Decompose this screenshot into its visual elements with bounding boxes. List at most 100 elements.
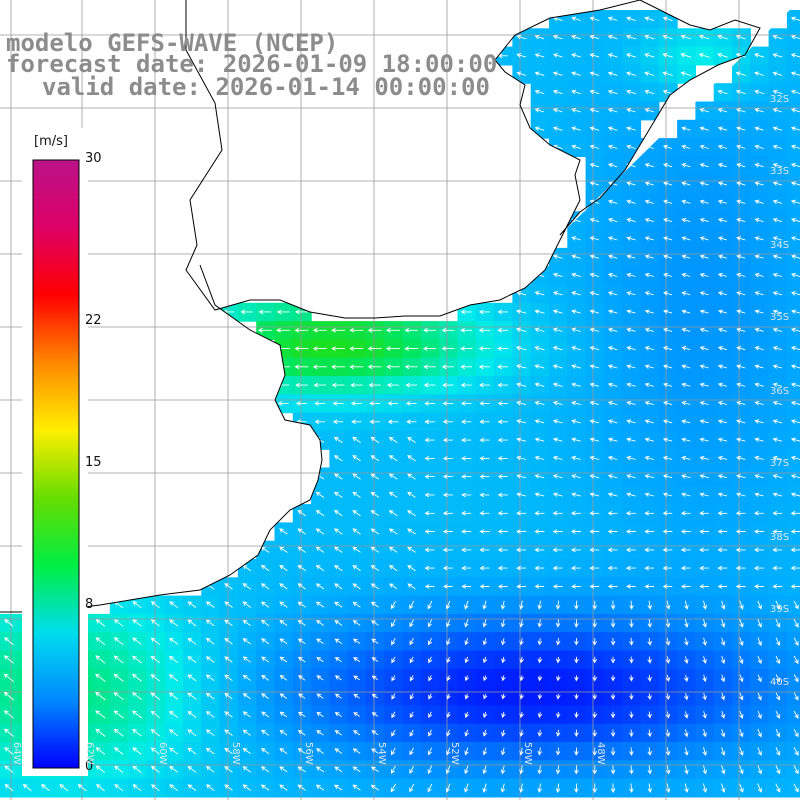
wind-arrow — [445, 783, 451, 793]
wind-arrow — [790, 364, 800, 369]
wind-arrow — [662, 71, 673, 76]
latitude-label: 34S — [770, 240, 790, 251]
wind-arrow — [150, 765, 160, 773]
wind-arrow — [516, 492, 527, 497]
wind-arrow — [479, 565, 490, 571]
wind-arrow — [607, 400, 618, 406]
wind-arrow — [352, 583, 361, 590]
wind-arrow — [390, 600, 396, 610]
wind-arrow — [424, 437, 435, 443]
wind-arrow — [390, 765, 396, 774]
wind-arrow — [479, 437, 490, 443]
wind-arrow — [391, 711, 396, 719]
wind-arrow — [589, 345, 600, 351]
wind-arrow — [610, 693, 616, 700]
wind-arrow — [684, 765, 689, 775]
wind-arrow — [607, 163, 618, 168]
wind-arrow — [242, 601, 252, 608]
wind-arrow — [332, 401, 344, 406]
wind-arrow — [571, 144, 581, 150]
wind-arrow — [519, 600, 524, 610]
wind-arrow — [205, 766, 215, 773]
wind-arrow — [464, 693, 470, 700]
wind-arrow — [699, 272, 709, 278]
wind-arrow — [665, 747, 671, 756]
wind-arrow — [369, 419, 380, 425]
wind-arrow — [460, 346, 473, 351]
longitude-label: 64W — [11, 742, 22, 765]
wind-arrow — [736, 419, 746, 424]
wind-arrow — [388, 473, 398, 480]
wind-arrow — [665, 783, 671, 794]
wind-arrow — [699, 199, 709, 205]
wind-arrow — [571, 345, 581, 351]
wind-arrow — [446, 711, 451, 719]
wind-arrow — [388, 565, 398, 572]
wind-arrow — [294, 346, 309, 351]
wind-arrow — [367, 346, 382, 351]
wind-arrow — [647, 637, 653, 646]
wind-arrow — [739, 765, 744, 775]
wind-arrow — [626, 309, 636, 314]
wind-arrow — [699, 163, 709, 168]
wind-arrow — [95, 747, 106, 755]
wind-arrow — [791, 254, 800, 260]
wind-arrow — [699, 291, 709, 296]
wind-arrow — [407, 510, 416, 517]
wind-arrow — [589, 400, 600, 406]
wind-arrow — [315, 766, 325, 773]
wind-arrow — [409, 656, 414, 664]
wind-arrow — [681, 455, 691, 461]
wind-arrow — [519, 638, 524, 646]
longitude-label: 54W — [376, 742, 387, 765]
wind-arrow — [644, 89, 655, 95]
wind-arrow — [534, 34, 545, 40]
wind-arrow — [334, 565, 343, 572]
latitude-label: 36S — [770, 386, 790, 397]
wind-arrow — [610, 619, 616, 628]
wind-arrow — [279, 711, 288, 718]
wind-arrow — [702, 656, 707, 664]
wind-cell — [786, 705, 800, 725]
wind-arrow — [537, 729, 543, 737]
wind-arrow — [720, 656, 726, 664]
wind-arrow — [680, 565, 691, 571]
wind-arrow — [95, 784, 105, 792]
wind-arrow — [352, 620, 361, 626]
wind-arrow — [644, 181, 654, 186]
wind-arrow — [187, 747, 197, 755]
wind-arrow — [534, 345, 545, 351]
wind-arrow — [334, 693, 342, 699]
wind-arrow — [552, 492, 563, 497]
wind-arrow — [629, 765, 634, 775]
wind-arrow — [647, 619, 653, 628]
wind-arrow — [424, 474, 435, 479]
wind-arrow — [571, 455, 581, 461]
wind-arrow — [644, 565, 654, 571]
wind-arrow — [479, 584, 490, 589]
wind-arrow — [460, 327, 473, 333]
wind-arrow — [793, 618, 799, 628]
wind-arrow — [537, 619, 543, 628]
wind-arrow — [662, 382, 673, 388]
wind-arrow — [589, 510, 600, 516]
wind-arrow — [501, 675, 506, 682]
wind-arrow — [187, 784, 197, 791]
wind-arrow — [371, 693, 379, 699]
wind-arrow — [735, 584, 746, 589]
wind-arrow — [592, 600, 598, 610]
wind-arrow — [574, 729, 579, 737]
wind-arrow — [570, 510, 581, 516]
wind-arrow — [647, 711, 652, 719]
wind-arrow — [482, 693, 488, 700]
wind-arrow — [699, 236, 709, 241]
wind-arrow — [736, 272, 746, 278]
wind-arrow — [772, 126, 783, 131]
wind-arrow — [681, 272, 691, 278]
wind-arrow — [772, 474, 783, 479]
wind-arrow — [497, 419, 508, 425]
wind-arrow — [608, 309, 618, 314]
wind-arrow — [409, 747, 414, 756]
wind-arrow — [297, 711, 306, 718]
wind-arrow — [113, 747, 124, 755]
